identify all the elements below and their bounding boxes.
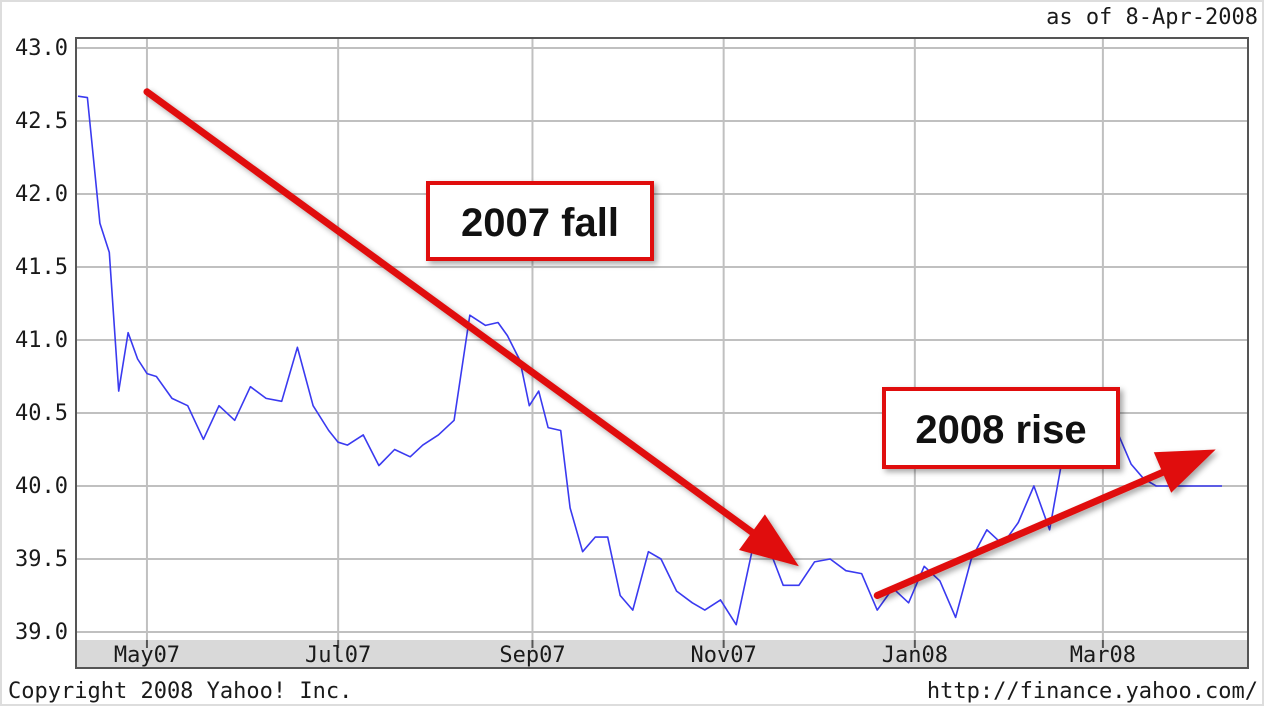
fall-label-text: 2007 fall: [461, 201, 619, 245]
plot-frame: [75, 37, 1249, 669]
y-tick-label: 41.0: [15, 328, 68, 353]
arrow-shaft: [873, 468, 1166, 599]
rise-label-box: [882, 387, 1120, 469]
arrow-head: [739, 514, 799, 567]
y-tick-label: 39.5: [15, 547, 68, 572]
x-tick-label: Jul07: [305, 643, 371, 668]
x-tick-label: Sep07: [499, 643, 565, 668]
source-url: http://finance.yahoo.com/: [927, 679, 1258, 704]
x-tick-label: May07: [114, 643, 180, 668]
price-line: [77, 95, 1222, 626]
y-tick-label: 41.5: [15, 255, 68, 280]
plot-area: [76, 38, 1248, 668]
x-axis-band: [76, 640, 1248, 668]
y-tick-label: 40.0: [15, 474, 68, 499]
copyright-text: Copyright 2008 Yahoo! Inc.: [8, 679, 352, 704]
rise-arrow: [873, 449, 1216, 599]
rise-label: 2008 rise: [882, 387, 1120, 469]
y-tick-label: 42.0: [15, 182, 68, 207]
x-tick-label: Jan08: [882, 643, 948, 668]
fall-label-box: [426, 181, 654, 261]
fall-arrow: [143, 88, 799, 567]
annotation-arrows: [143, 88, 1216, 599]
x-tick-label: Nov07: [691, 643, 757, 668]
fall-label: 2007 fall: [426, 181, 654, 261]
y-tick-label: 40.5: [15, 401, 68, 426]
y-tick-label: 43.0: [15, 36, 68, 61]
y-tick-label: 42.5: [15, 109, 68, 134]
x-axis-ticks: May07 Jul07 Sep07 Nov07 Jan08 Mar08: [114, 640, 1136, 668]
x-tick-label: Mar08: [1070, 643, 1136, 668]
as-of-date: as of 8-Apr-2008: [1046, 5, 1258, 30]
y-axis-ticks: 39.0 39.5 40.0 40.5 41.0 41.5 42.0 42.5 43.0: [15, 36, 68, 645]
y-tick-label: 39.0: [15, 620, 68, 645]
arrow-head: [1153, 449, 1216, 493]
rise-label-text: 2008 rise: [915, 408, 1086, 452]
arrow-shaft: [143, 88, 756, 536]
